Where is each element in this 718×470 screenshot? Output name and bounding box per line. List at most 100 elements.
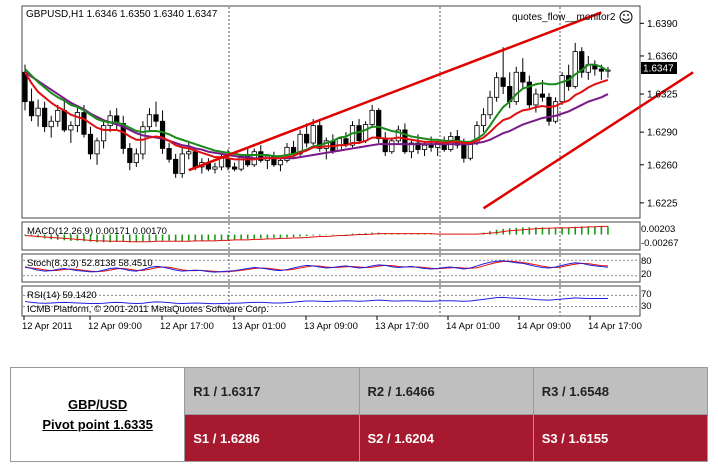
- rsi-axis-bottom: 30: [641, 301, 652, 312]
- candle-body: [526, 81, 532, 106]
- candle-body: [513, 71, 519, 103]
- time-tick-label: 12 Apr 2011: [22, 321, 73, 332]
- price-chart: GBPUSD,H1 1.6346 1.6350 1.6340 1.6347 qu…: [21, 5, 694, 332]
- macd-axis-bottom: -0.00267: [641, 238, 679, 249]
- candle-body: [101, 125, 107, 142]
- candle-body: [376, 109, 382, 140]
- candle-body: [539, 93, 546, 98]
- candle-body: [408, 142, 415, 153]
- candle-body: [94, 140, 100, 155]
- price-tick-label: 1.6290: [647, 128, 678, 139]
- candle-body: [598, 68, 605, 72]
- candle-body: [61, 109, 67, 131]
- watermark-icon: [619, 10, 633, 24]
- support-3: S3 / 1.6155: [532, 414, 709, 462]
- candle-body: [87, 133, 94, 155]
- candle-body: [35, 107, 41, 117]
- main-panel-frame: [21, 5, 641, 219]
- candle-body: [317, 125, 323, 149]
- candle-body: [428, 144, 434, 148]
- candle-body: [231, 166, 238, 170]
- stoch-main-line: [24, 260, 609, 273]
- stoch-axis-bottom: 20: [641, 269, 652, 280]
- time-tick-label: 14 Apr 09:00: [517, 321, 571, 332]
- candle-body: [146, 114, 153, 128]
- rsi-line: [24, 296, 608, 305]
- ma-slow-line: [24, 71, 609, 160]
- candle-body: [552, 101, 559, 122]
- macd-axis-top: 0.00203: [641, 224, 675, 235]
- rsi-axis-top: 70: [641, 289, 652, 300]
- time-tick-label: 14 Apr 17:00: [588, 321, 642, 332]
- candle-body: [74, 112, 80, 127]
- copyright-text: ICMB Platform, © 2001-2011 MetaQuotes So…: [27, 304, 269, 315]
- resistance-2: R2 / 1.6466: [358, 367, 534, 415]
- candle-body: [559, 75, 565, 103]
- candle-body: [579, 51, 585, 73]
- stoch-panel-frame: [21, 253, 641, 283]
- candle-body: [461, 144, 467, 159]
- candle-body: [212, 166, 218, 170]
- time-tick-label: 13 Apr 01:00: [232, 321, 286, 332]
- upper-trend-line: [188, 11, 602, 172]
- candle-body: [48, 120, 54, 128]
- candle-body: [55, 109, 61, 122]
- candle-body: [225, 157, 231, 168]
- watermark-label: quotes_flow__monitor2: [512, 12, 616, 23]
- candle-body: [500, 77, 506, 87]
- candle-body: [107, 115, 113, 127]
- lower-trend-line: [482, 71, 694, 210]
- candle-body: [546, 96, 552, 122]
- price-tick-label: 1.6225: [647, 198, 678, 209]
- support-2: S2 / 1.6204: [358, 414, 534, 462]
- candle-body: [493, 77, 500, 98]
- candle-body: [304, 133, 310, 144]
- candle-body: [153, 114, 159, 122]
- resistance-3: R3 / 1.6548: [532, 367, 709, 415]
- ma-mid-line: [24, 63, 609, 158]
- candle-body: [120, 123, 126, 149]
- pivot-label-cell: GBP/USD Pivot point 1.6335: [9, 367, 186, 462]
- candle-body: [572, 51, 578, 87]
- candle-body: [68, 125, 74, 131]
- candle-body: [369, 109, 375, 125]
- candle-body: [258, 151, 264, 161]
- price-tick-label: 1.6390: [647, 19, 678, 30]
- price-tick-label: 1.6260: [647, 160, 678, 171]
- current-price-box: [641, 62, 677, 74]
- candle-body: [467, 142, 474, 159]
- candle-body: [166, 148, 172, 160]
- candle-body: [310, 125, 316, 144]
- time-tick-label: 12 Apr 09:00: [88, 321, 142, 332]
- candle-body: [421, 144, 428, 150]
- candle-body: [487, 96, 493, 116]
- resistance-1: R1 / 1.6317: [184, 367, 360, 415]
- candle-body: [402, 129, 408, 153]
- stoch-axis-top: 80: [641, 256, 652, 267]
- candle-body: [192, 151, 198, 168]
- candle-body: [159, 120, 166, 149]
- price-tick-label: 1.6325: [647, 90, 678, 101]
- candle-body: [186, 151, 192, 155]
- pair-name: GBP/USD: [68, 396, 128, 412]
- candle-body: [127, 148, 133, 163]
- candle-body: [520, 71, 526, 83]
- time-tick-label: 13 Apr 09:00: [304, 321, 358, 332]
- price-tick-label: 1.6360: [647, 51, 678, 62]
- macd-panel-frame: [21, 221, 641, 251]
- candle-body: [435, 142, 441, 148]
- ma-fast-line: [24, 71, 609, 161]
- rsi-title: RSI(14) 59.1420: [27, 290, 97, 301]
- candle-body: [277, 160, 284, 166]
- candle-body: [28, 101, 35, 117]
- candle-body: [480, 114, 487, 127]
- candle-body: [173, 158, 179, 174]
- candle-body: [415, 142, 421, 150]
- candle-body: [382, 138, 388, 153]
- time-tick-label: 14 Apr 01:00: [446, 321, 500, 332]
- candle-body: [245, 155, 251, 166]
- candle-body: [133, 153, 139, 163]
- pivot-point: Pivot point 1.6335: [42, 416, 153, 432]
- support-1: S1 / 1.6286: [184, 414, 360, 462]
- rsi-panel-frame: [21, 285, 641, 317]
